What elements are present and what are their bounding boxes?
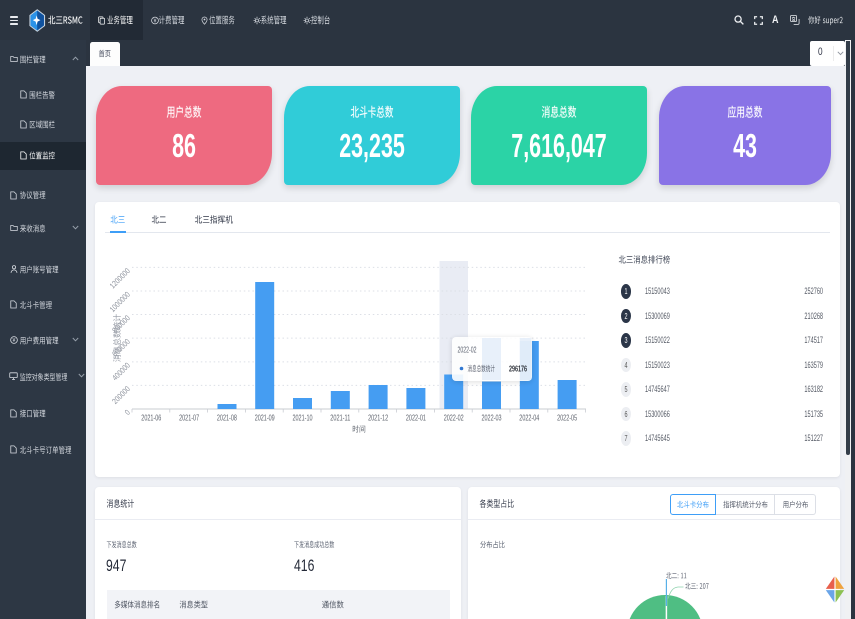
svg-text:2022-05: 2022-05 bbox=[557, 414, 577, 423]
svg-text:0: 0 bbox=[123, 408, 133, 418]
svg-text:1200000: 1200000 bbox=[107, 266, 132, 291]
svg-text:2022-03: 2022-03 bbox=[482, 414, 502, 423]
svg-text:400000: 400000 bbox=[110, 360, 132, 382]
svg-text:¥: ¥ bbox=[12, 338, 15, 344]
svg-text:2021-11: 2021-11 bbox=[330, 414, 350, 423]
svg-text:2022-01: 2022-01 bbox=[406, 414, 426, 423]
svg-text:2022-02: 2022-02 bbox=[458, 346, 477, 355]
svg-text:2021-10: 2021-10 bbox=[293, 414, 313, 423]
svg-text:2022-02: 2022-02 bbox=[444, 414, 464, 423]
svg-text:800000: 800000 bbox=[110, 313, 132, 335]
svg-text:200000: 200000 bbox=[110, 384, 132, 406]
svg-text:2021-06: 2021-06 bbox=[141, 414, 161, 423]
svg-text:2021-12: 2021-12 bbox=[368, 414, 388, 423]
svg-text:¥: ¥ bbox=[154, 18, 158, 24]
svg-text:1000000: 1000000 bbox=[107, 290, 132, 315]
svg-text:2022-04: 2022-04 bbox=[519, 414, 539, 423]
svg-text:2021-08: 2021-08 bbox=[217, 414, 237, 423]
svg-text:2021-09: 2021-09 bbox=[255, 414, 275, 423]
svg-text:2021-07: 2021-07 bbox=[179, 414, 199, 423]
svg-text:296176: 296176 bbox=[509, 365, 527, 374]
svg-text:600000: 600000 bbox=[110, 337, 132, 359]
